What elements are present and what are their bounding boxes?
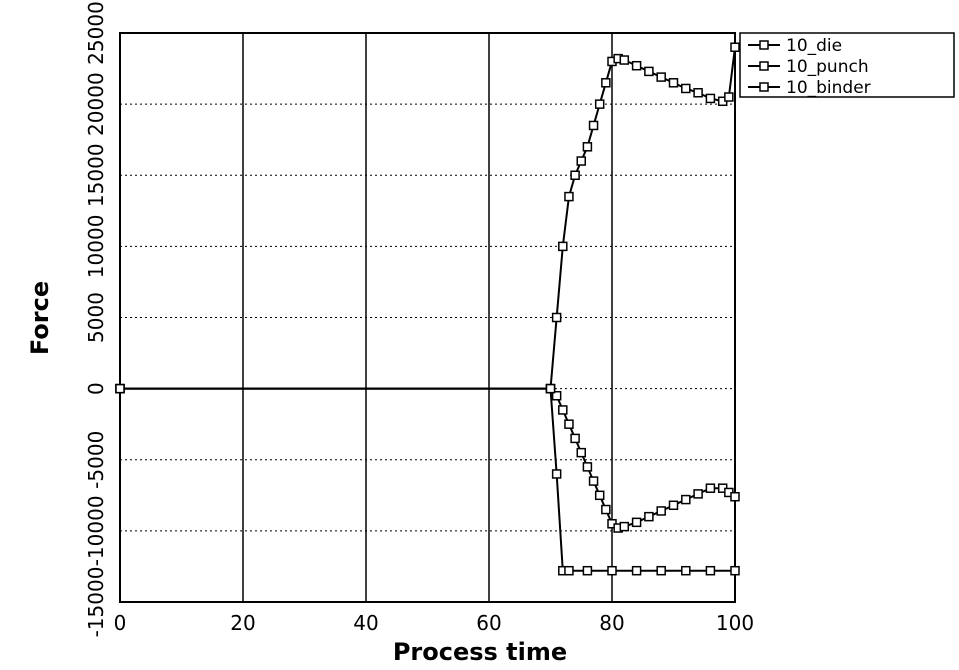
marker <box>576 156 586 166</box>
marker <box>601 78 611 88</box>
marker <box>545 383 556 394</box>
marker <box>582 462 593 472</box>
marker <box>705 93 716 104</box>
x-tick-label: 0 <box>114 611 127 635</box>
legend-marker <box>759 40 769 50</box>
marker <box>588 476 599 486</box>
y-axis-label: Force <box>26 281 54 355</box>
marker <box>582 565 593 576</box>
legend-label: 10_die <box>786 36 842 56</box>
x-tick-label: 60 <box>476 611 501 635</box>
marker <box>730 42 740 52</box>
marker <box>656 72 666 82</box>
legend-marker <box>759 82 769 92</box>
marker <box>588 120 599 131</box>
series-line <box>120 387 736 530</box>
marker <box>601 504 611 515</box>
y-tick-label: -15000 <box>84 567 108 638</box>
x-tick-label: 100 <box>716 611 754 635</box>
y-tick-label: 15000 <box>84 143 108 207</box>
marker <box>656 565 666 576</box>
marker <box>730 491 740 502</box>
marker <box>564 565 574 576</box>
marker <box>693 489 703 499</box>
x-tick-label: 40 <box>353 611 378 635</box>
series-line <box>120 387 735 572</box>
marker <box>564 419 574 429</box>
marker <box>582 142 593 152</box>
marker <box>681 83 691 94</box>
marker <box>570 433 580 444</box>
y-tick-label: -5000 <box>84 431 108 489</box>
marker <box>551 390 562 401</box>
marker <box>115 383 125 394</box>
marker <box>644 66 654 77</box>
marker <box>724 92 734 102</box>
marker <box>631 565 642 576</box>
marker <box>594 490 605 501</box>
y-tick-label: 20000 <box>84 72 108 136</box>
y-tick-label: 5000 <box>84 292 108 343</box>
x-tick-label: 80 <box>599 611 624 635</box>
marker <box>693 87 703 98</box>
y-tick-label: 0 <box>84 382 108 395</box>
marker <box>619 521 630 532</box>
marker <box>644 511 654 522</box>
marker <box>730 565 740 576</box>
x-axis-label: Process time <box>393 638 567 666</box>
marker <box>705 483 716 493</box>
marker <box>631 60 642 71</box>
legend-label: 10_punch <box>786 57 869 77</box>
marker <box>681 494 691 505</box>
marker <box>619 55 630 65</box>
series-line <box>120 47 736 390</box>
marker <box>668 78 679 88</box>
marker <box>705 565 716 576</box>
y-tick-label: -10000 <box>84 495 108 566</box>
marker <box>607 565 617 576</box>
marker <box>551 469 562 479</box>
legend-label: 10_binder <box>786 78 871 98</box>
y-tick-label: 10000 <box>84 215 108 279</box>
marker <box>681 565 691 576</box>
x-tick-label: 20 <box>230 611 255 635</box>
y-tick-label: 25000 <box>84 1 108 65</box>
legend-marker <box>759 61 769 71</box>
marker <box>570 170 580 180</box>
marker <box>558 241 568 252</box>
marker <box>576 447 586 458</box>
marker <box>558 405 568 415</box>
marker <box>656 506 666 516</box>
marker <box>668 500 679 511</box>
plot-area <box>119 32 736 603</box>
marker <box>631 517 642 528</box>
marker <box>594 99 605 109</box>
marker <box>551 312 562 323</box>
marker <box>564 191 574 202</box>
